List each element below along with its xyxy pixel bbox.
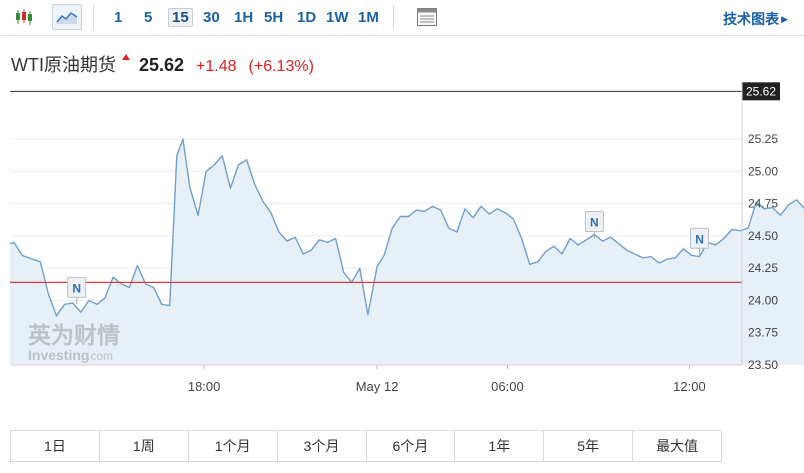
price-area: [9, 138, 804, 365]
range-6m[interactable]: 6个月: [366, 431, 456, 461]
news-marker[interactable]: N: [67, 276, 87, 305]
chevron-right-icon: ▶: [781, 13, 788, 24]
interval-label: 1H: [234, 8, 254, 26]
area-chart-icon[interactable]: [52, 4, 82, 30]
news-markers: NNNNN: [67, 210, 710, 305]
table-icon[interactable]: [412, 4, 442, 30]
interval-1m[interactable]: 1M: [355, 4, 382, 30]
price-change: +1.48: [196, 58, 237, 75]
watermark-suffix: .com: [87, 349, 113, 363]
y-tick-label: 24.25: [748, 261, 778, 275]
tech-chart-link[interactable]: 技术图表 ▶: [723, 9, 788, 29]
watermark-cn: 英为财情: [28, 322, 120, 349]
up-arrow-icon: [122, 54, 130, 60]
interval-5[interactable]: 5: [141, 4, 155, 30]
series-area-fill: [10, 139, 804, 365]
y-tick-label: 24.50: [748, 229, 778, 243]
interval-label: 1D: [297, 8, 317, 26]
watermark-logo: 英为财情 Investing .com: [28, 322, 120, 363]
news-marker-box: [690, 227, 710, 249]
interval-label: 30: [203, 8, 220, 26]
news-marker-label: N: [590, 215, 599, 229]
interval-15[interactable]: 15: [168, 4, 193, 30]
interval-1w[interactable]: 1W: [323, 4, 352, 30]
news-marker-label: N: [72, 281, 81, 295]
time-range-selector: 1日 1周 1个月 3个月 6个月 1年 5年 最大值: [10, 430, 722, 462]
interval-30[interactable]: 30: [200, 4, 223, 30]
chart-toolbar: 1 5 15 30 1H 5H 1D 1W 1M 技术图表 ▶: [0, 0, 804, 36]
x-tick-label: 12:00: [673, 379, 706, 394]
last-price: 25.62: [139, 55, 185, 75]
range-1y[interactable]: 1年: [455, 431, 545, 461]
candlestick-icon[interactable]: [9, 4, 39, 30]
y-tick-label: 23.50: [748, 358, 778, 372]
news-marker-label: N: [695, 232, 704, 246]
x-tick-label: 18:00: [188, 379, 221, 394]
price-change-percent: (+6.13%): [248, 58, 314, 75]
interval-1h[interactable]: 1H: [231, 4, 256, 30]
price-chart[interactable]: 英为财情 Investing .com 25.62 NNNNN 23.5023.…: [0, 68, 804, 400]
range-max[interactable]: 最大值: [633, 431, 721, 461]
interval-label: 1: [114, 8, 123, 26]
range-1w[interactable]: 1周: [99, 431, 189, 461]
interval-1[interactable]: 1: [111, 4, 125, 30]
toolbar-divider: [393, 5, 394, 29]
range-3m[interactable]: 3个月: [277, 431, 367, 461]
interval-label: 1M: [358, 8, 379, 26]
news-marker-box: [67, 276, 87, 298]
toolbar-divider: [93, 5, 94, 29]
news-marker-box: [584, 210, 604, 232]
x-tick-label: 06:00: [491, 379, 524, 394]
y-tick-label: 25.00: [748, 164, 778, 178]
y-tick-label: 25.25: [748, 132, 778, 146]
series-line: [9, 138, 804, 317]
x-tick-label: May 12: [356, 379, 399, 394]
interval-label: 1W: [326, 8, 349, 26]
instrument-name: WTI原油期货: [11, 55, 116, 75]
news-marker[interactable]: N: [584, 210, 604, 239]
range-5y[interactable]: 5年: [544, 431, 634, 461]
y-tick-label: 24.75: [748, 197, 778, 211]
range-1m[interactable]: 1个月: [188, 431, 278, 461]
interval-label: 5H: [264, 8, 284, 26]
quote-header: WTI原油期货 25.62 +1.48 (+6.13%): [11, 51, 314, 77]
interval-label: 5: [144, 8, 153, 26]
reference-lines: 25.62: [10, 82, 780, 283]
last-price-label: 25.62: [746, 84, 776, 98]
last-price-badge: [742, 82, 780, 101]
range-1d[interactable]: 1日: [11, 431, 100, 461]
interval-5h[interactable]: 5H: [261, 4, 286, 30]
y-tick-label: 24.00: [748, 293, 778, 307]
watermark-en: Investing: [28, 347, 89, 363]
news-marker[interactable]: N: [690, 227, 710, 256]
interval-1d[interactable]: 1D: [294, 4, 319, 30]
tech-chart-label: 技术图表: [723, 11, 780, 27]
interval-label: 15: [168, 7, 193, 27]
axes: 23.50 23.75 24.00 24.25 24.50 24.75 25.00 25.25…: [10, 81, 778, 394]
y-tick-label: 23.75: [748, 326, 778, 340]
